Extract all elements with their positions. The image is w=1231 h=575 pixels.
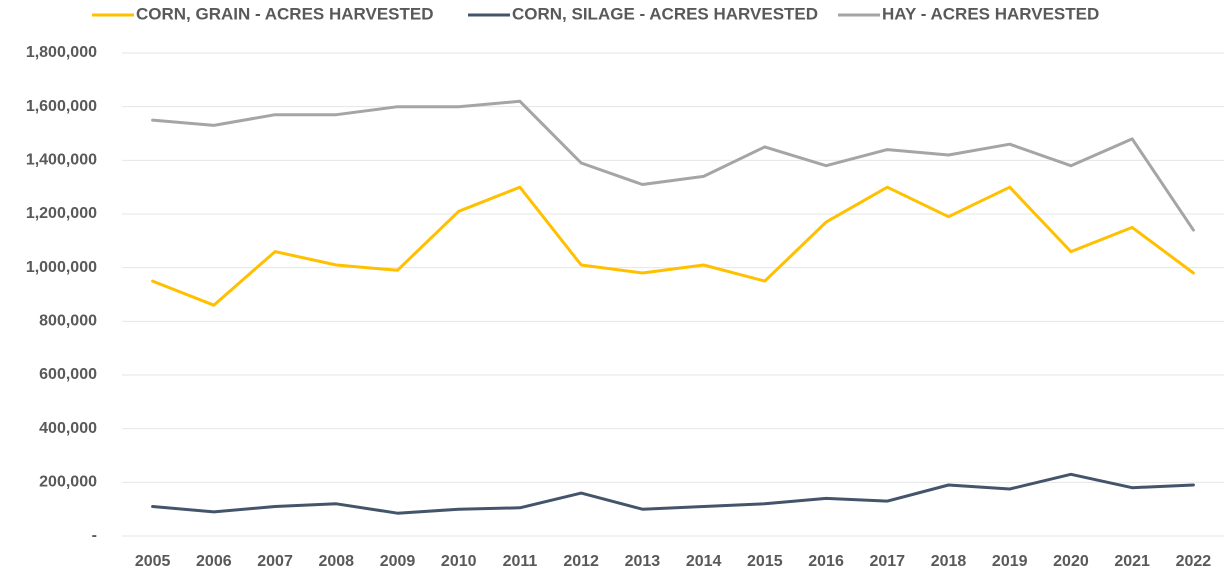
x-tick-label: 2015: [747, 553, 783, 570]
legend-label: HAY - ACRES HARVESTED: [882, 4, 1099, 23]
legend: CORN, GRAIN - ACRES HARVESTED CORN, SILAG…: [92, 4, 1099, 23]
x-tick-label: 2012: [563, 553, 599, 570]
x-tick-label: 2014: [686, 553, 722, 570]
x-tick-label: 2005: [135, 553, 171, 570]
x-tick-label: 2018: [931, 553, 967, 570]
x-tick-label: 2017: [869, 553, 905, 570]
y-tick-label: 1,000,000: [26, 259, 97, 276]
y-tick-label: -: [92, 527, 97, 544]
y-tick-label: 1,400,000: [26, 152, 97, 169]
x-tick-label: 2022: [1176, 553, 1212, 570]
x-tick-label: 2011: [503, 553, 538, 570]
y-tick-label: 1,800,000: [26, 44, 97, 61]
y-tick-label: 800,000: [39, 313, 97, 330]
legend-label: CORN, GRAIN - ACRES HARVESTED: [136, 4, 434, 23]
y-tick-label: 1,600,000: [26, 98, 97, 115]
x-tick-label: 2020: [1053, 553, 1089, 570]
series-line: [151, 99, 1195, 232]
x-tick-label: 2016: [808, 553, 844, 570]
x-tick-label: 2009: [380, 553, 416, 570]
x-tick-label: 2019: [992, 553, 1028, 570]
y-tick-label: 400,000: [39, 420, 97, 437]
series-line: [151, 185, 1195, 307]
x-tick-label: 2010: [441, 553, 477, 570]
x-tick-label: 2021: [1114, 553, 1150, 570]
x-tick-label: 2013: [625, 553, 661, 570]
legend-label: CORN, SILAGE - ACRES HARVESTED: [512, 4, 818, 23]
x-tick-label: 2006: [196, 553, 232, 570]
y-tick-label: 1,200,000: [26, 205, 97, 222]
x-tick-label: 2007: [257, 553, 293, 570]
y-tick-label: 600,000: [39, 366, 97, 383]
x-tick-label: 2008: [318, 553, 354, 570]
y-tick-label: 200,000: [39, 474, 97, 491]
series-line: [151, 472, 1195, 515]
